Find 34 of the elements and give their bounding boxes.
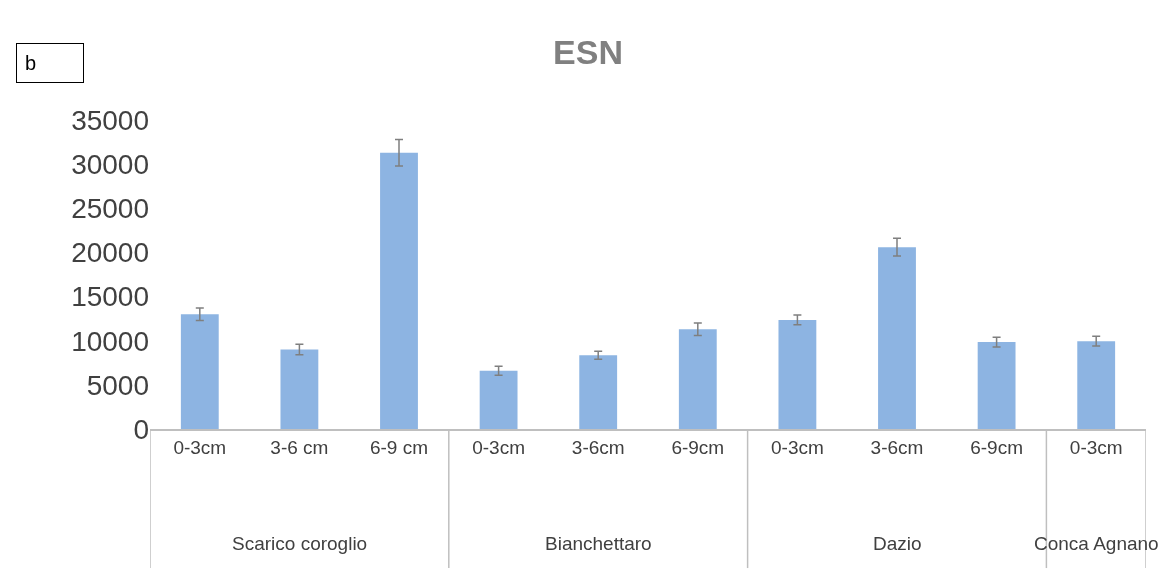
- x-tick-label: 3-6cm: [870, 436, 924, 458]
- text: Scarico coroglio: [232, 533, 368, 554]
- x-tick-label: 0-3cm: [1069, 436, 1123, 458]
- x-tick-label: 0-3cm: [472, 436, 525, 458]
- bar: [380, 152, 418, 429]
- text: Bianchettaro: [545, 533, 652, 554]
- x-tick-label: 0-3cm: [771, 436, 824, 458]
- y-tick-label: 25000: [71, 193, 149, 225]
- text: Conca Agnano: [1034, 533, 1159, 554]
- y-tick-label: 20000: [71, 237, 149, 269]
- x-tick-label: 6-9 cm: [369, 436, 429, 458]
- x-tick-label: 3-6 cm: [270, 436, 329, 458]
- x-tick-label: 6-9cm: [671, 436, 725, 458]
- bar: [579, 355, 618, 429]
- bar: [479, 370, 518, 429]
- x-tick-label: 0-3cm: [173, 436, 227, 458]
- bar: [678, 329, 717, 429]
- y-tick-label: 0: [133, 413, 149, 445]
- y-tick-label: 15000: [71, 281, 149, 313]
- bar: [878, 247, 916, 429]
- y-tick-label: 5000: [86, 369, 149, 401]
- y-tick-label: 30000: [71, 148, 149, 180]
- bar: [778, 319, 817, 429]
- y-tick-label: 10000: [71, 325, 149, 357]
- bar: [280, 349, 319, 429]
- text: Dazio: [873, 533, 922, 554]
- text: b: [25, 52, 37, 74]
- y-tick-label: 35000: [71, 104, 149, 136]
- bar: [1077, 341, 1116, 429]
- x-tick-label: 3-6cm: [571, 436, 625, 458]
- chart-title: ESN: [553, 33, 623, 72]
- bar: [180, 314, 219, 429]
- x-tick-label: 6-9cm: [970, 436, 1023, 458]
- bar: [977, 342, 1016, 429]
